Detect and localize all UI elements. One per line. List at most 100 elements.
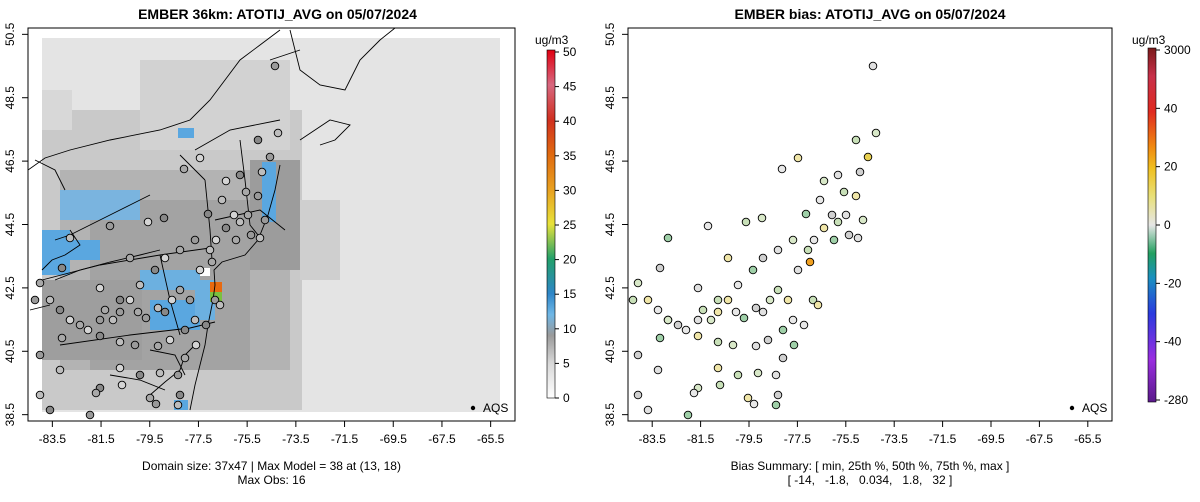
- aqs-monitor-point: [195, 153, 205, 163]
- aqs-monitor-point: [863, 152, 873, 162]
- aqs-monitor-point: [175, 245, 185, 255]
- right-x-tick-label: -79.5: [735, 432, 763, 446]
- coastline: [626, 28, 993, 410]
- aqs-monitor-point: [270, 61, 280, 71]
- aqs-monitor-point: [255, 233, 265, 243]
- aqs-monitor-point: [153, 341, 163, 351]
- aqs-monitor-point: [210, 295, 220, 305]
- right-legend-dot: [1069, 405, 1075, 411]
- aqs-monitor-point: [801, 209, 811, 219]
- left-cb-tick-label: 35: [563, 149, 577, 163]
- left-monitor-points: [30, 61, 283, 420]
- left-x-tick-label: -65.5: [477, 432, 505, 446]
- right-cb-tick-label: -20: [1164, 276, 1182, 290]
- grid-cell-region: [42, 90, 72, 130]
- aqs-monitor-point: [195, 265, 205, 275]
- aqs-monitor-point: [115, 363, 125, 373]
- right-cb-tick-label: 0: [1164, 218, 1171, 232]
- aqs-monitor-point: [706, 315, 716, 325]
- grid-cell-blue: [70, 240, 100, 260]
- aqs-monitor-point: [715, 380, 725, 390]
- aqs-monitor-point: [105, 221, 115, 231]
- aqs-monitor-point: [713, 307, 723, 317]
- aqs-monitor-point: [693, 315, 703, 325]
- aqs-monitor-point: [809, 235, 819, 245]
- left-y-tick-label: 46.5: [3, 149, 17, 173]
- aqs-monitor-point: [257, 167, 267, 177]
- aqs-monitor-point: [778, 325, 788, 335]
- aqs-monitor-point: [205, 245, 215, 255]
- aqs-monitor-point: [683, 410, 693, 420]
- aqs-monitor-point: [739, 313, 749, 323]
- aqs-monitor-point: [45, 295, 55, 305]
- right-colorbar: [1147, 47, 1157, 403]
- left-x-tick-label: -71.5: [331, 432, 359, 446]
- left-colorbar-unit: ug/m3: [535, 33, 569, 47]
- aqs-monitor-point: [788, 315, 798, 325]
- coastline: [28, 28, 396, 411]
- right-y-tick-label: 44.5: [603, 212, 617, 236]
- aqs-monitor-point: [221, 176, 231, 186]
- aqs-monitor-point: [231, 235, 241, 245]
- aqs-monitor-point: [150, 265, 160, 275]
- aqs-monitor-point: [241, 187, 251, 197]
- aqs-monitor-point: [693, 283, 703, 293]
- river: [149, 344, 196, 396]
- aqs-monitor-point: [833, 217, 843, 227]
- aqs-monitor-point: [758, 307, 768, 317]
- aqs-monitor-point: [160, 253, 170, 263]
- aqs-monitor-point: [819, 176, 829, 186]
- aqs-monitor-point: [681, 325, 691, 335]
- left-y-tick-label: 50.5: [3, 22, 17, 46]
- left-x-tick-label: -81.5: [87, 432, 115, 446]
- aqs-monitor-point: [57, 333, 67, 343]
- aqs-monitor-point: [728, 340, 738, 350]
- right-colorbar-ticks: 3000 40 20 0 -20 -40 -280: [1156, 43, 1191, 407]
- aqs-monitor-point: [117, 380, 127, 390]
- left-y-tick-label: 42.5: [3, 276, 17, 300]
- aqs-monitor-point: [175, 285, 185, 295]
- right-x-tick-label: -81.5: [687, 432, 715, 446]
- aqs-monitor-point: [749, 399, 759, 409]
- aqs-monitor-point: [839, 187, 849, 197]
- aqs-monitor-point: [741, 217, 751, 227]
- right-colorbar-unit: ug/m3: [1132, 33, 1166, 47]
- aqs-monitor-point: [799, 320, 809, 330]
- aqs-monitor-point: [827, 210, 837, 220]
- left-y-tick-label: 40.5: [3, 339, 17, 363]
- left-legend-label: AQS: [483, 401, 508, 415]
- right-panel-title: EMBER bias: ATOTIJ_AVG on 05/07/2024: [734, 6, 1006, 22]
- right-y-tick-label: 42.5: [603, 276, 617, 300]
- grid-cell-blue: [178, 128, 194, 138]
- aqs-monitor-point: [173, 400, 183, 410]
- aqs-monitor-point: [628, 295, 638, 305]
- right-y-tick-label: 46.5: [603, 149, 617, 173]
- left-colorbar: [546, 49, 556, 399]
- right-plot-frame: [627, 27, 1113, 422]
- left-map-outlines: [28, 28, 396, 411]
- aqs-monitor-point: [130, 340, 140, 350]
- left-axes: -83.5 -81.5 -79.5 -77.5 -75.5 -73.5 -71.5 -69.5…: [3, 22, 505, 446]
- grid-cell-blue: [60, 190, 140, 220]
- right-y-tick-label: 40.5: [603, 339, 617, 363]
- right-x-tick-label: -67.5: [1026, 432, 1054, 446]
- aqs-monitor-point: [751, 303, 761, 313]
- aqs-monitor-point: [235, 170, 245, 180]
- right-cb-tick-label: 3000: [1164, 43, 1191, 57]
- aqs-monitor-point: [723, 295, 733, 305]
- left-legend-dot: [470, 405, 476, 411]
- right-cb-tick-label: -280: [1164, 393, 1188, 407]
- aqs-monitor-point: [851, 135, 861, 145]
- aqs-monitor-point: [713, 363, 723, 373]
- left-x-tick-label: -67.5: [428, 432, 456, 446]
- left-map-panel: AQS -83.5 -81.5 -79.5 -77.5 -75.5 -73.5 -71.5-…: [3, 22, 577, 446]
- left-cb-tick-label: 40: [563, 114, 577, 128]
- grid-cell-region: [300, 200, 340, 280]
- left-cb-tick-label: 10: [563, 322, 577, 336]
- aqs-monitor-point: [653, 305, 663, 315]
- aqs-monitor-point: [731, 307, 741, 317]
- aqs-monitor-point: [155, 368, 165, 378]
- right-x-tick-label: -71.5: [929, 432, 957, 446]
